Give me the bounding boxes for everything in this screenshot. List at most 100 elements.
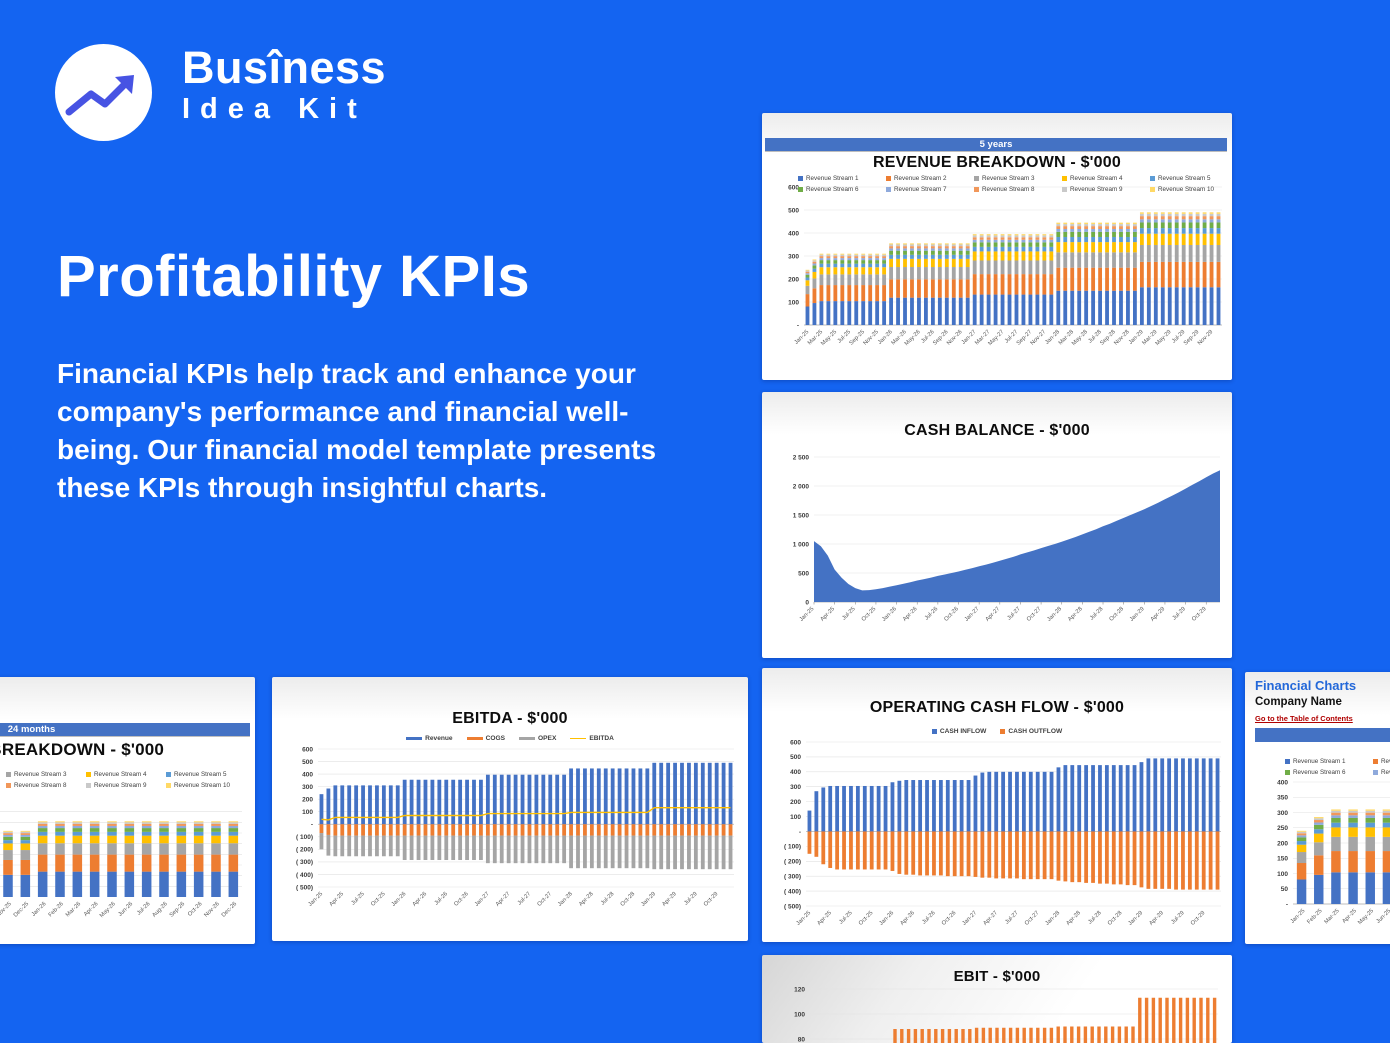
svg-text:Oct-28: Oct-28: [1109, 606, 1126, 623]
svg-text:Apr-25: Apr-25: [329, 891, 346, 908]
legend-item: Revenue Stream 4: [1062, 175, 1150, 182]
svg-text:Oct-29: Oct-29: [703, 891, 720, 908]
svg-text:200: 200: [302, 796, 313, 803]
brand-name-line2: Idea Kit: [182, 93, 367, 126]
svg-text:500: 500: [790, 754, 801, 761]
legend-swatch-icon: [6, 772, 11, 777]
svg-text:Oct-27: Oct-27: [1026, 606, 1043, 623]
legend-item: Revenue Stream 3: [974, 175, 1062, 182]
chart-card-operating-cash-flow: OPERATING CASH FLOW - $'000 CASH INFLOW C…: [762, 668, 1232, 942]
svg-text:Jun-25: Jun-25: [1375, 908, 1390, 925]
svg-text:Oct-26: Oct-26: [941, 910, 958, 927]
legend-item: Revenue Stream 2: [886, 175, 974, 182]
svg-text:May-27: May-27: [987, 329, 1005, 347]
svg-text:Apr-25: Apr-25: [816, 910, 833, 927]
legend-swatch-icon: [466, 736, 483, 741]
chart-title-ebit: EBIT - $'000: [953, 968, 1041, 985]
brand-name-line1: Busîness: [182, 42, 387, 93]
svg-text:80: 80: [798, 1036, 806, 1043]
svg-text:100: 100: [790, 814, 801, 821]
svg-text:( 300): ( 300): [296, 859, 313, 866]
svg-text:400: 400: [790, 769, 801, 776]
svg-text:300: 300: [302, 784, 313, 791]
svg-text:Sep-26: Sep-26: [169, 901, 186, 918]
svg-text:Jan-25: Jan-25: [1290, 908, 1307, 925]
svg-text:Jan-29: Jan-29: [640, 891, 657, 908]
svg-text:Oct-26: Oct-26: [453, 891, 470, 908]
svg-text:Jul-29: Jul-29: [1170, 910, 1185, 925]
svg-text:May-25: May-25: [820, 329, 838, 347]
period-label: 24 months: [7, 724, 56, 735]
svg-text:2 000: 2 000: [793, 483, 810, 490]
legend-item: Revenue Stream 9: [86, 782, 166, 789]
table-of-contents-link[interactable]: Go to the Table of Contents: [1255, 714, 1353, 723]
legend-item: Revenue Stream 10: [1150, 186, 1232, 193]
svg-text:Nov-26: Nov-26: [946, 329, 963, 346]
svg-text:400: 400: [788, 230, 799, 237]
page-title: Profitability KPIs: [57, 244, 531, 309]
svg-text:Jan-26: Jan-26: [391, 891, 408, 908]
period-bar-5-years: 5 years: [765, 138, 1227, 151]
svg-text:100: 100: [788, 299, 799, 306]
legend-item: Revenue Stream 7: [1373, 769, 1390, 776]
svg-text:500: 500: [798, 570, 809, 577]
svg-text:-: -: [1286, 901, 1288, 908]
svg-text:Apr-27: Apr-27: [495, 891, 512, 908]
svg-text:Nov-28: Nov-28: [1113, 329, 1130, 346]
legend-swatch-icon: [166, 783, 171, 788]
chart-card-revenue-breakdown-5y: 5 years REVENUE BREAKDOWN - $'000 Revenu…: [762, 113, 1232, 380]
svg-text:Jul-27: Jul-27: [1006, 606, 1021, 621]
legend-label: Revenue Stream 2: [1381, 758, 1390, 765]
legend-ebitda: Revenue COGS OPEX EBITDA: [272, 735, 748, 742]
svg-text:400: 400: [302, 771, 313, 778]
legend-swatch-icon: [931, 729, 937, 734]
svg-text:Jul-25: Jul-25: [841, 606, 856, 621]
legend-label: Revenue Stream 3: [982, 175, 1035, 182]
legend-revenue-streams-5y: Revenue Stream 1 Revenue Stream 2 Revenue …: [762, 173, 1232, 195]
svg-text:May-26: May-26: [99, 901, 117, 919]
legend-label: Revenue Stream 9: [94, 782, 147, 789]
chart-card-sheet-preview: Financial Charts Company Name Go to the …: [1245, 672, 1390, 944]
svg-text:Apr-28: Apr-28: [578, 891, 595, 908]
svg-text:( 300): ( 300): [784, 873, 801, 880]
svg-text:600: 600: [302, 746, 313, 753]
svg-text:Apr-27: Apr-27: [985, 606, 1002, 623]
svg-text:Apr-27: Apr-27: [982, 910, 999, 927]
svg-text:Jan-27: Jan-27: [961, 910, 978, 927]
svg-text:Jul-28: Jul-28: [1089, 606, 1104, 621]
legend-swatch-icon: [166, 772, 171, 777]
svg-text:Jan-26: Jan-26: [878, 910, 895, 927]
svg-text:Jul-26: Jul-26: [921, 910, 936, 925]
legend-item: CASH INFLOW: [931, 728, 986, 735]
svg-text:500: 500: [788, 207, 799, 214]
svg-text:600: 600: [788, 184, 799, 191]
legend-swatch-icon: [974, 187, 979, 192]
legend-label: Revenue Stream 5: [1158, 175, 1211, 182]
svg-text:Jul-27: Jul-27: [517, 891, 532, 906]
legend-swatch-icon: [798, 187, 803, 192]
svg-text:Jan-29: Jan-29: [1129, 606, 1146, 623]
chart-title-ebitda: EBITDA - $'000: [452, 710, 568, 727]
page-description: Financial KPIs help track and enhance yo…: [57, 358, 657, 504]
legend-label: Revenue Stream 1: [1293, 758, 1346, 765]
svg-text:Oct-28: Oct-28: [1107, 910, 1124, 927]
svg-text:Oct-29: Oct-29: [1191, 606, 1208, 623]
legend-operating-cash-flow: CASH INFLOW CASH OUTFLOW: [762, 728, 1232, 735]
sheet-company-name: Company Name: [1255, 696, 1342, 708]
svg-text:120: 120: [794, 986, 805, 993]
svg-text:Oct-26: Oct-26: [187, 901, 204, 918]
svg-text:( 400): ( 400): [784, 888, 801, 895]
legend-swatch-icon: [519, 736, 536, 741]
plot-revenue-breakdown-5y: 600 500 400 300 200 100- Jan-25 Mar-25 May-25 Jul…: [766, 175, 1228, 376]
svg-text:-: -: [311, 822, 313, 829]
plot-revenue-breakdown-24m: Jan-25Feb-25Mar-25Apr-25May-25Jun-25Jul-…: [0, 795, 251, 942]
svg-text:50: 50: [1281, 886, 1289, 893]
legend-swatch-icon: [1150, 187, 1155, 192]
legend-label: Revenue Stream 8: [14, 782, 67, 789]
legend-swatch-icon: [1285, 759, 1290, 764]
svg-text:Nov-27: Nov-27: [1030, 329, 1047, 346]
svg-text:Feb-26: Feb-26: [48, 901, 65, 918]
legend-item: COGS: [466, 735, 505, 742]
svg-text:2 500: 2 500: [793, 454, 810, 461]
svg-text:Oct-27: Oct-27: [537, 891, 554, 908]
